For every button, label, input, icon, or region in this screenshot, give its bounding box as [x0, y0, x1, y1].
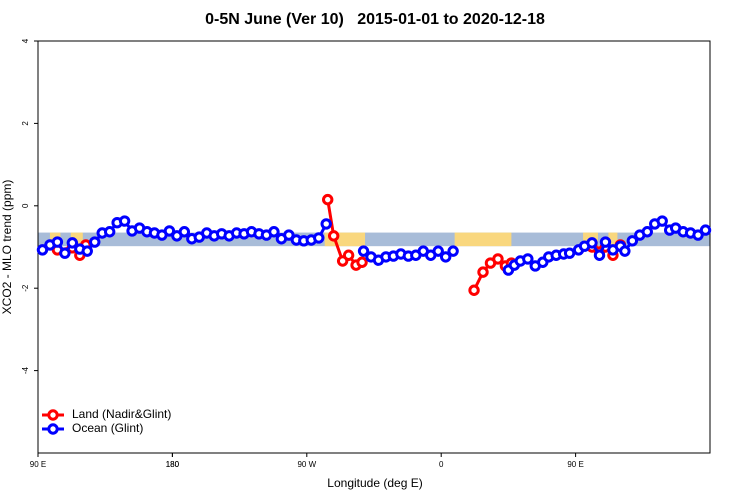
series-point	[522, 253, 534, 265]
series-point	[356, 256, 368, 268]
series-point	[59, 247, 71, 259]
series-point	[586, 237, 598, 249]
band-highlight	[454, 232, 512, 247]
y-tick-label: -2	[21, 284, 30, 292]
y-tick-label: 0	[21, 203, 30, 208]
x-axis-label: Longitude (deg E)	[327, 476, 422, 490]
series-point	[327, 230, 340, 242]
series-point	[118, 215, 131, 227]
x-tick-label: 180	[166, 460, 180, 469]
series-point	[283, 229, 295, 241]
series-point	[477, 266, 489, 278]
series-point	[357, 245, 370, 257]
series-point	[66, 237, 79, 249]
legend-marker	[47, 423, 59, 435]
y-axis-label: XCO2 - MLO trend (ppm)	[0, 180, 14, 315]
series-point	[656, 215, 668, 227]
y-tick-label: 4	[21, 38, 30, 43]
x-tick-label: 90 E	[30, 460, 46, 469]
legend-marker	[47, 409, 59, 421]
series-point	[322, 193, 334, 206]
series-point	[163, 225, 176, 237]
series-point	[692, 229, 704, 241]
series-point	[103, 226, 116, 238]
series-point	[320, 218, 332, 230]
legend-label: Ocean (Glint)	[72, 421, 143, 435]
series-point	[432, 245, 444, 257]
series-point	[593, 249, 606, 261]
series-point	[619, 245, 631, 257]
series-point	[268, 226, 280, 238]
series-point	[178, 226, 191, 238]
series-point	[81, 245, 93, 257]
series-point	[439, 251, 452, 263]
y-tick-label: 2	[21, 121, 30, 126]
x-tick-label: 0	[439, 460, 444, 469]
x-tick-label: 180	[166, 460, 180, 469]
series-point	[313, 232, 325, 244]
series-point	[492, 253, 504, 265]
series-point	[563, 247, 576, 259]
series-point	[342, 249, 355, 261]
series-point	[89, 236, 101, 248]
y-tick-label: -4	[21, 366, 30, 374]
series-point	[468, 284, 480, 296]
series-point	[447, 245, 459, 257]
series-point	[641, 226, 653, 238]
x-tick-label: 90 W	[297, 460, 316, 469]
series-point	[36, 244, 49, 256]
legend-label: Land (Nadir&Glint)	[72, 407, 171, 421]
chart-title: 0-5N June (Ver 10) 2015-01-01 to 2020-12…	[205, 11, 545, 28]
band-highlight	[608, 232, 618, 247]
series-point	[51, 236, 64, 248]
x-tick-label: 90 E	[567, 460, 583, 469]
series-point	[699, 224, 712, 236]
series-point	[599, 236, 612, 248]
series-point	[626, 235, 639, 247]
